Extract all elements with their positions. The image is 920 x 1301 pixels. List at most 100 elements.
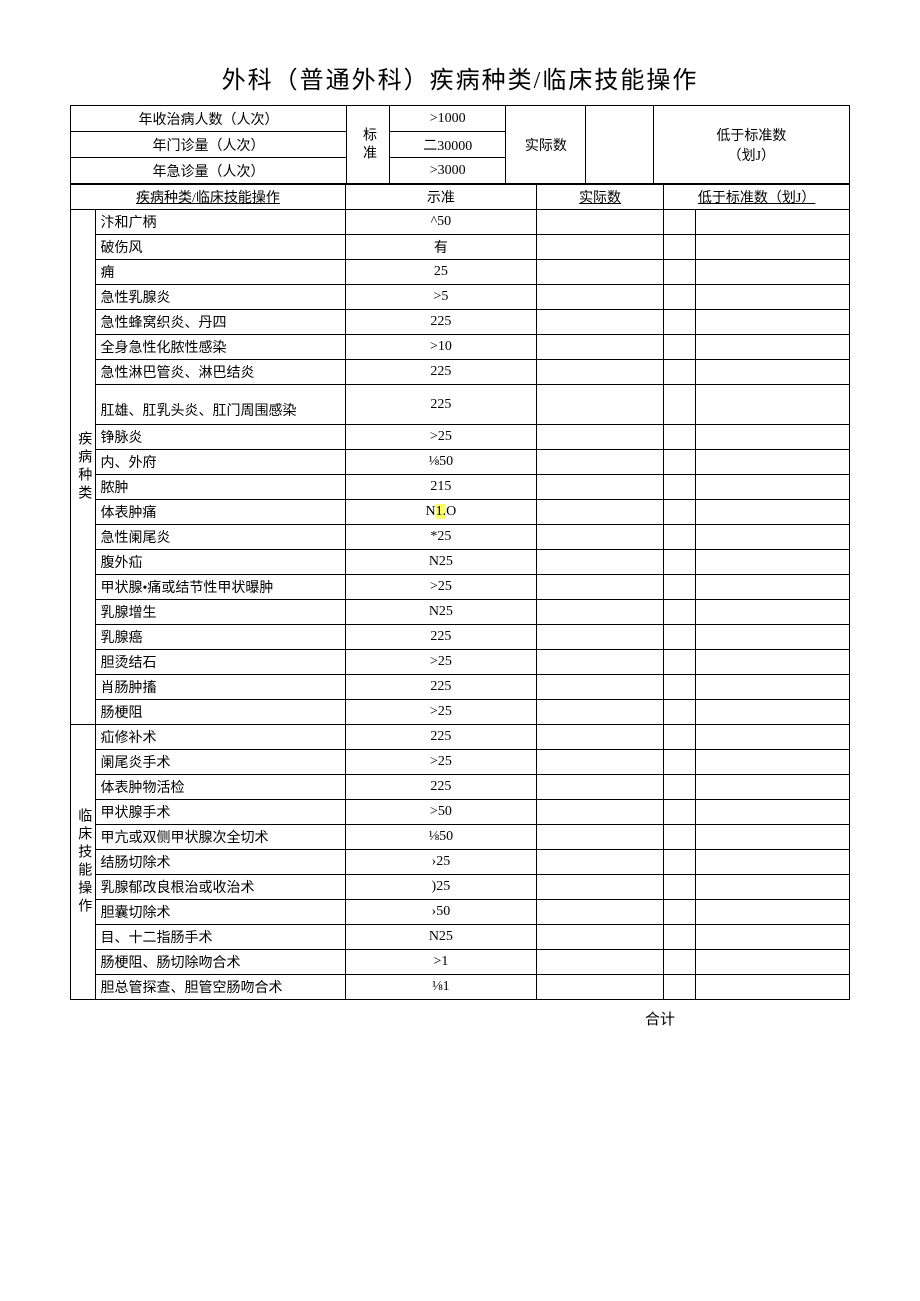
table-row: 肛雄、肛乳头炎、肛门周围感染225 <box>71 385 850 425</box>
actual-value <box>536 675 663 700</box>
actual-value <box>536 335 663 360</box>
actual-value <box>536 210 663 235</box>
actual-value <box>536 975 663 1000</box>
below-cell <box>696 500 850 525</box>
table-row: 胆烫结石>25 <box>71 650 850 675</box>
summary-table: 年收治病人数（人次） 标准 >1000 实际数 低于标准数 （划J） 年门诊量（… <box>70 105 850 184</box>
std-value: N25 <box>345 600 536 625</box>
actual-value <box>536 260 663 285</box>
below-cell <box>664 525 696 550</box>
footer-total: 合计 <box>70 1008 850 1029</box>
table-row: 急性乳腺炎>5 <box>71 285 850 310</box>
below-cell <box>696 825 850 850</box>
disease-name: 急性乳腺炎 <box>96 285 345 310</box>
std-value: >25 <box>345 750 536 775</box>
disease-name: 急性蜂窝织炎、丹四 <box>96 310 345 335</box>
std-value: >25 <box>345 575 536 600</box>
actual-value <box>536 825 663 850</box>
table-row: 破伤风有 <box>71 235 850 260</box>
table-row: 急性淋巴管炎、淋巴结炎225 <box>71 360 850 385</box>
std-value: 215 <box>345 475 536 500</box>
actual-value <box>536 385 663 425</box>
disease-name: 甲状腺手术 <box>96 800 345 825</box>
below-cell <box>664 500 696 525</box>
below-cell <box>696 450 850 475</box>
col-header: 低于标准数（划J） <box>664 185 850 210</box>
std-value: >10 <box>345 335 536 360</box>
std-value: N25 <box>345 550 536 575</box>
below-cell <box>664 675 696 700</box>
below-cell <box>664 285 696 310</box>
below-cell <box>664 475 696 500</box>
disease-name: 疝修补术 <box>96 725 345 750</box>
row-label: 年急诊量（人次） <box>71 158 347 184</box>
std-value: ⅛50 <box>345 450 536 475</box>
std-value: ⅛1 <box>345 975 536 1000</box>
disease-name: 腹外疝 <box>96 550 345 575</box>
below-cell <box>696 310 850 335</box>
table-row: 阑尾炎手术>25 <box>71 750 850 775</box>
below-cell <box>664 625 696 650</box>
disease-name: 脓肿 <box>96 475 345 500</box>
below-cell <box>664 900 696 925</box>
below-cell <box>696 900 850 925</box>
below-cell <box>664 975 696 1000</box>
actual-value <box>536 950 663 975</box>
table-row: 体表肿物活检225 <box>71 775 850 800</box>
disease-name: 内、外府 <box>96 450 345 475</box>
below-cell <box>696 875 850 900</box>
disease-name: 全身急性化脓性感染 <box>96 335 345 360</box>
actual-value <box>536 875 663 900</box>
actual-value <box>536 750 663 775</box>
actual-value <box>536 550 663 575</box>
actual-value <box>536 575 663 600</box>
std-value: )25 <box>345 875 536 900</box>
table-row: 乳腺增生N25 <box>71 600 850 625</box>
disease-name: 阑尾炎手术 <box>96 750 345 775</box>
std-value: 225 <box>345 385 536 425</box>
disease-name: 乳腺增生 <box>96 600 345 625</box>
actual-value <box>536 500 663 525</box>
below-cell <box>696 550 850 575</box>
disease-name: 痈 <box>96 260 345 285</box>
below-cell <box>696 260 850 285</box>
actual-value <box>586 106 653 184</box>
std-value: >25 <box>345 425 536 450</box>
disease-name: 胆囊切除术 <box>96 900 345 925</box>
disease-name: 甲状腺•痛或结节性甲状曝肿 <box>96 575 345 600</box>
disease-name: 肠梗阻 <box>96 700 345 725</box>
actual-value <box>536 700 663 725</box>
std-value: >1 <box>345 950 536 975</box>
std-value: ⅛50 <box>345 825 536 850</box>
below-cell <box>696 650 850 675</box>
below-cell <box>696 360 850 385</box>
below-cell <box>696 925 850 950</box>
table-row: 甲状腺•痛或结节性甲状曝肿>25 <box>71 575 850 600</box>
section-header-row: 疾病种类/临床技能操作 示准 实际数 低于标准数（划J） <box>71 185 850 210</box>
below-cell <box>696 850 850 875</box>
std-value: 二30000 <box>389 132 506 158</box>
std-value: 25 <box>345 260 536 285</box>
table-row: 肖肠肿搐225 <box>71 675 850 700</box>
disease-name: 破伤风 <box>96 235 345 260</box>
below-cell <box>664 875 696 900</box>
below-cell <box>664 750 696 775</box>
below-cell <box>664 425 696 450</box>
std-value: 有 <box>345 235 536 260</box>
std-value: *25 <box>345 525 536 550</box>
below-cell <box>696 285 850 310</box>
below-cell <box>696 625 850 650</box>
below-cell <box>696 385 850 425</box>
actual-value <box>536 235 663 260</box>
below-cell <box>696 235 850 260</box>
actual-value <box>536 800 663 825</box>
below-cell <box>696 725 850 750</box>
table-row: 痈25 <box>71 260 850 285</box>
actual-value <box>536 725 663 750</box>
std-header-vertical: 标准 <box>347 106 390 184</box>
std-value: N1.O <box>345 500 536 525</box>
below-cell <box>696 750 850 775</box>
group-label-vertical: 疾病种类 <box>71 210 96 725</box>
disease-name: 胆总管探查、胆管空肠吻合术 <box>96 975 345 1000</box>
disease-name: 体表肿物活检 <box>96 775 345 800</box>
